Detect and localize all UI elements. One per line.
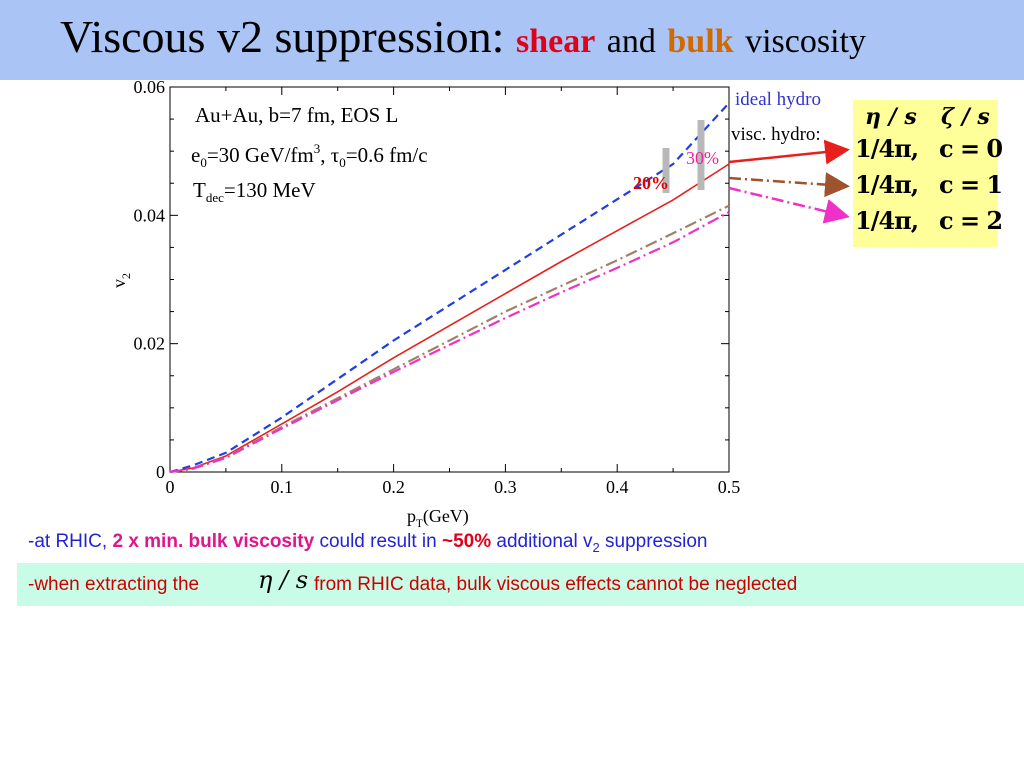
slide-title: Viscous v2 suppression: shear and bulk v… [60, 10, 866, 63]
bullet1-part-c: could result in [319, 531, 436, 552]
bullet1-percent: ~50% [442, 531, 491, 552]
x-tick-label: 0.3 [494, 477, 517, 497]
title-bar: Viscous v2 suppression: shear and bulk v… [0, 0, 1024, 80]
arrow-to-row-0 [729, 150, 845, 162]
ideal-hydro-label: ideal hydro [735, 89, 821, 110]
annotation-system: Au+Au, b=7 fm, EOS L [195, 103, 398, 127]
annotation-tdec: Tdec=130 MeV [193, 178, 316, 205]
title-bulk: bulk [667, 23, 733, 60]
label-30-percent: 30% [686, 148, 719, 168]
legend-header-zeta: ζ / s [941, 104, 990, 130]
x-tick-label: 0.2 [382, 477, 405, 497]
title-and: and [607, 23, 656, 60]
legend-row-0-eta: 1/4π, [855, 134, 918, 163]
legend-row-2-eta: 1/4π, [855, 206, 918, 235]
x-tick-label: 0.4 [606, 477, 629, 497]
legend-row-2-zeta: c = 2 [939, 206, 1002, 235]
y-tick-label: 0.04 [134, 205, 166, 225]
series-line-1 [170, 164, 729, 472]
legend-row-0-zeta: c = 0 [939, 134, 1002, 163]
series-line-2 [170, 206, 729, 472]
bullet1-part-a: -at RHIC, [28, 531, 107, 552]
y-tick-label: 0.02 [134, 334, 166, 354]
y-axis-label-text: v2 [109, 273, 133, 288]
bullet2-part-a: -when extracting the [28, 574, 199, 596]
bullet1-sub: 2 [593, 540, 600, 555]
y-tick-label: 0 [156, 462, 165, 482]
y-axis-label: v2 [109, 273, 133, 288]
x-axis-label: pT(GeV) [407, 506, 469, 530]
arrow-to-row-2 [729, 188, 845, 216]
title-shear: shear [516, 23, 595, 60]
x-tick-label: 0 [166, 477, 175, 497]
bullet1-part-f: suppression [605, 531, 707, 552]
arrow-to-row-1 [729, 178, 845, 186]
bullet1-part-e: additional v [496, 531, 592, 552]
legend-box: η / s ζ / s 1/4π, c = 0 1/4π, c = 1 1/4π… [853, 100, 998, 247]
visc-hydro-label: visc. hydro: [731, 124, 821, 145]
x-tick-label: 0.1 [271, 477, 294, 497]
title-viscosity: viscosity [745, 23, 866, 60]
legend-row-1-eta: 1/4π, [855, 170, 918, 199]
bullet-line-1: -at RHIC, 2 x min. bulk viscosity could … [28, 531, 707, 555]
bullet1-highlight: 2 x min. bulk viscosity [112, 531, 314, 552]
legend-header-eta: η / s [865, 104, 917, 130]
x-tick-label: 0.5 [718, 477, 741, 497]
title-main: Viscous v2 suppression: [60, 11, 504, 62]
y-tick-label: 0.06 [134, 80, 166, 97]
bullet2-part-b: from RHIC data, bulk viscous effects can… [314, 574, 797, 596]
legend-row-1-zeta: c = 1 [939, 170, 1002, 199]
annotation-initial: e0=30 GeV/fm3, τ0=0.6 fm/c [191, 141, 428, 170]
label-20-percent: 20% [633, 173, 669, 193]
bullet2-eta-symbol: η / s [258, 566, 308, 594]
series-line-3 [170, 212, 729, 472]
